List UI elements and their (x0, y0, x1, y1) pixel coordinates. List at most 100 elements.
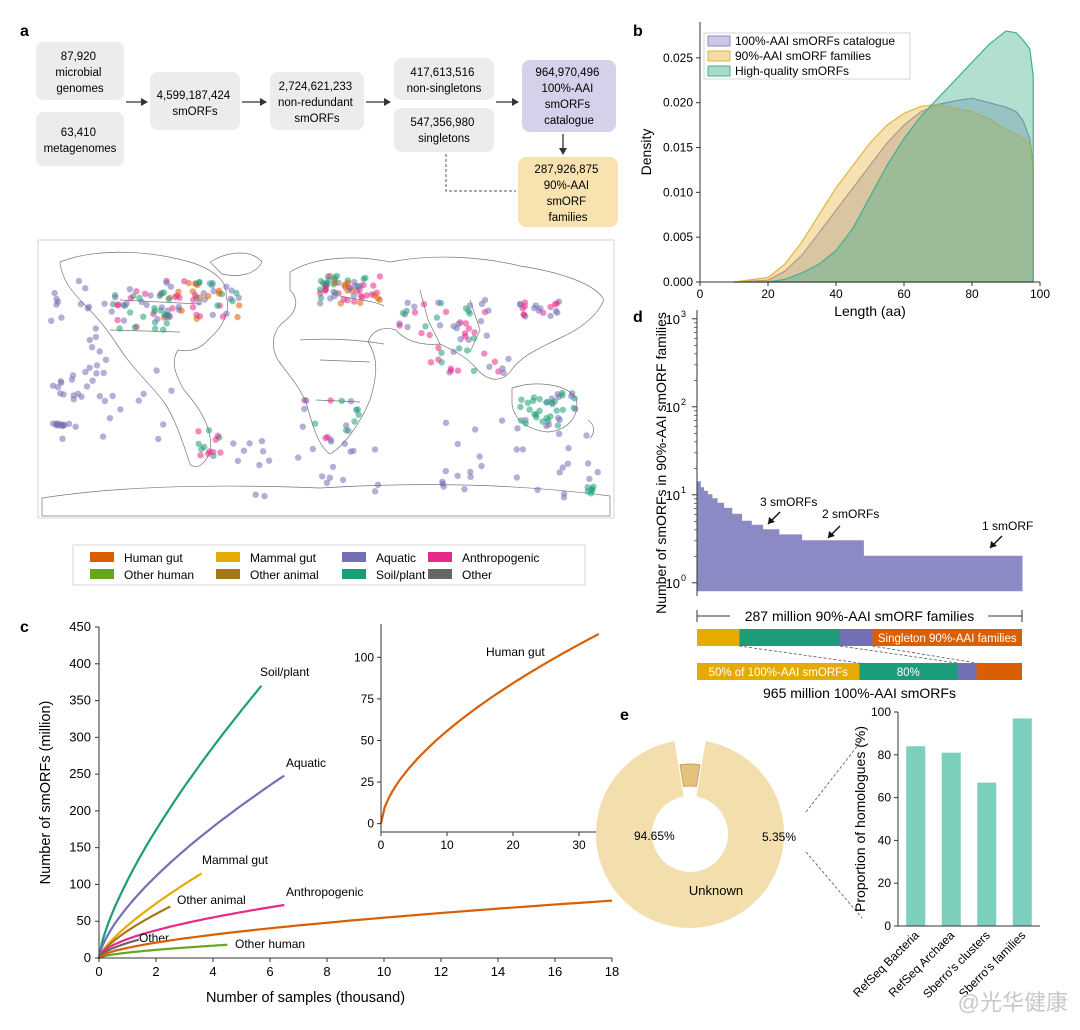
map-sample-dot (228, 287, 235, 294)
map-sample-dot (99, 433, 107, 440)
map-sample-dot (568, 393, 575, 400)
box-catalogue (522, 60, 616, 132)
map-sample-dot (164, 311, 171, 318)
x-tick-label: 16 (548, 964, 562, 979)
world-map (37, 239, 615, 519)
map-sample-dot (433, 314, 441, 321)
x-tick-label: 2 (152, 964, 159, 979)
map-sample-dot (106, 415, 114, 422)
curve-series (97, 774, 285, 959)
map-sample-dot (338, 397, 345, 405)
y-tick-label: 150 (69, 840, 91, 855)
box-families-text: 287,926,875 90%-AAI smORF families (534, 164, 601, 224)
map-sample-dot (54, 384, 62, 391)
inset-y-tick-label: 75 (361, 692, 375, 706)
map-sample-dot (331, 279, 339, 286)
map-sample-dot (234, 457, 242, 465)
y-tick-label: 0.005 (663, 230, 693, 244)
map-sample-dot (350, 447, 357, 455)
map-sample-dot (323, 279, 331, 287)
x-tick-label: 0 (697, 287, 704, 301)
map-sample-dot (141, 290, 149, 297)
y-tick-label: 0.000 (663, 275, 693, 289)
map-sample-dot (109, 392, 116, 400)
map-sample-dot (436, 322, 444, 329)
map-sample-dot (322, 434, 329, 442)
map-sample-dot (152, 325, 159, 332)
map-sample-dot (234, 313, 241, 321)
map-sample-dot (583, 432, 590, 439)
y-tick-exponent: 0 (681, 573, 686, 583)
map-sample-dot (100, 369, 107, 377)
rarefaction-inset-chart: Human gut 0 10 20 30 0 25 50 75 100 (354, 624, 612, 852)
map-sample-dot (210, 288, 217, 295)
map-sample-dot (411, 303, 418, 310)
map-sample-dot (472, 426, 479, 433)
map-sample-dot (301, 405, 308, 413)
map-sample-dot (259, 448, 267, 455)
x-tick-label: 40 (829, 287, 843, 301)
legend-swatch-other (428, 569, 452, 579)
map-sample-dot (561, 490, 568, 497)
map-sample-dot (193, 315, 200, 322)
annotation-arrow-head (990, 541, 997, 548)
map-sample-dot (168, 387, 175, 394)
map-sample-dot (115, 301, 122, 308)
annotation-arrow-head (768, 517, 775, 524)
map-sample-dot (195, 440, 202, 448)
map-sample-dots (48, 272, 601, 501)
stack-connector (839, 645, 958, 664)
stack-top-segment (872, 629, 1022, 646)
map-sample-dot (559, 464, 566, 471)
x-tick-label: 18 (605, 964, 619, 979)
legend-swatch-aquatic (342, 552, 366, 562)
y-tick-label: 350 (69, 693, 91, 708)
map-sample-dot (198, 445, 205, 453)
map-sample-dot (396, 322, 403, 329)
x-tick-label: 6 (266, 964, 273, 979)
map-sample-dot (54, 298, 62, 305)
map-sample-dot (519, 305, 526, 312)
legend-label-other-animal: Other animal (250, 568, 319, 582)
curve-series (98, 903, 285, 959)
families-axis-label: 287 million 90%-AAI smORF families (745, 608, 975, 624)
map-sample-dot (126, 286, 133, 293)
y-tick-label: 0.020 (663, 96, 693, 110)
y-axis-label: Number of smORFs (million) (38, 701, 54, 885)
map-sample-dot (93, 370, 100, 377)
map-sample-dot (553, 407, 560, 414)
map-sample-dot (447, 367, 455, 374)
map-sample-dot (346, 285, 353, 292)
map-sample-dot (214, 302, 221, 309)
inset-x-tick-label: 0 (378, 838, 385, 852)
map-sample-dot (517, 403, 524, 411)
map-sample-dot (350, 292, 357, 299)
map-sample-dot (584, 484, 591, 491)
map-sample-dot (236, 302, 243, 309)
map-sample-dot (465, 325, 473, 332)
legend-label-other-human: Other human (124, 568, 194, 582)
map-sample-dot (189, 304, 197, 311)
y-tick-label: 100 (871, 705, 891, 719)
map-sample-dot (339, 476, 347, 484)
map-sample-dot (467, 473, 474, 480)
homologue-bar (1012, 718, 1032, 926)
map-sample-dot (422, 323, 429, 330)
map-sample-dot (355, 411, 362, 418)
homologue-bar (941, 752, 961, 926)
legend-label-other: Other (462, 568, 492, 582)
map-sample-dot (328, 438, 335, 445)
map-sample-dot (133, 288, 140, 295)
map-sample-dot (215, 290, 223, 297)
map-sample-dot (190, 296, 197, 304)
box-genomes-text: 87,920 microbial genomes (55, 51, 104, 95)
map-sample-dot (295, 454, 302, 461)
y-tick-label: 200 (69, 803, 91, 818)
donut-slice (679, 763, 701, 788)
box-nonsingletons-text: 417,613,516 non-singletons (407, 67, 482, 95)
step-annotation: 1 smORF (982, 519, 1033, 533)
donut-connector-bottom (805, 851, 863, 919)
map-sample-dot (358, 294, 366, 301)
map-sample-dot (565, 445, 572, 452)
